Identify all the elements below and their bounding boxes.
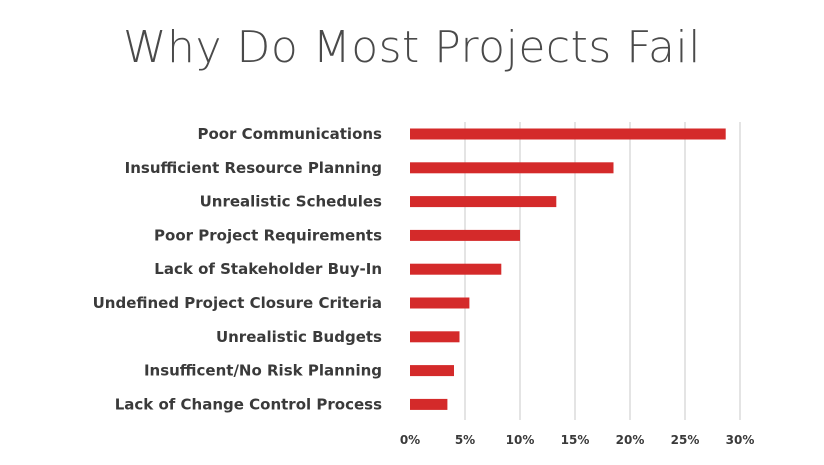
category-label: Lack of Change Control Process — [115, 395, 382, 413]
bar — [410, 365, 454, 377]
category-label: Undefined Project Closure Criteria — [93, 294, 382, 312]
category-label: Lack of Stakeholder Buy-In — [154, 260, 382, 278]
x-tick-label: 10% — [506, 433, 535, 447]
category-label: Insufficent/No Risk Planning — [144, 362, 382, 380]
bar — [410, 398, 448, 410]
bar — [410, 331, 460, 343]
x-tick-label: 25% — [671, 433, 700, 447]
chart-title: Why Do Most Projects Fail — [123, 22, 701, 73]
x-tick-label: 0% — [400, 433, 420, 447]
category-labels: Poor Communications Insufficient Resource… — [93, 125, 382, 413]
category-label: Poor Project Requirements — [154, 226, 382, 244]
x-tick-labels: 0% 5% 10% 15% 20% 25% 30% — [400, 433, 755, 447]
x-tick-label: 30% — [726, 433, 755, 447]
bar — [410, 162, 614, 174]
bar — [410, 229, 520, 241]
bar — [410, 196, 557, 208]
category-label: Insufficient Resource Planning — [125, 159, 382, 177]
x-tick-label: 15% — [561, 433, 590, 447]
x-tick-label: 20% — [616, 433, 645, 447]
category-label: Poor Communications — [197, 125, 382, 143]
bar — [410, 128, 726, 140]
bar — [410, 263, 502, 275]
bars — [410, 128, 726, 410]
bar — [410, 297, 470, 309]
category-label: Unrealistic Schedules — [200, 193, 382, 211]
x-tick-label: 5% — [455, 433, 475, 447]
category-label: Unrealistic Budgets — [216, 328, 382, 346]
